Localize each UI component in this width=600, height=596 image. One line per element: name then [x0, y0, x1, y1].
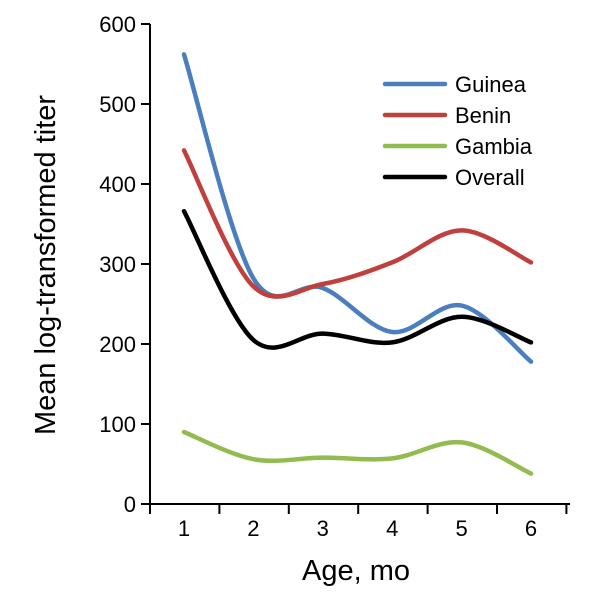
y-tick-label: 400: [99, 172, 136, 197]
series-line-overall: [181, 208, 534, 350]
y-tick-label: 0: [124, 492, 136, 517]
y-tick-label: 300: [99, 252, 136, 277]
x-tick-label: 1: [178, 516, 190, 541]
x-tick-label: 2: [247, 516, 259, 541]
legend-label-gambia: Gambia: [455, 134, 533, 159]
y-tick-label: 200: [99, 332, 136, 357]
axes: 0 100 200 300 400 500 600 1 2 3 4 5 6: [99, 12, 570, 541]
x-tick-label: 4: [386, 516, 398, 541]
series-line-benin: [181, 148, 534, 299]
legend-label-guinea: Guinea: [455, 72, 527, 97]
y-tick-label: 100: [99, 412, 136, 437]
x-tick-label: 5: [455, 516, 467, 541]
legend-label-benin: Benin: [455, 103, 511, 128]
y-tick-label: 600: [99, 12, 136, 37]
series-line-guinea: [181, 52, 534, 364]
legend: Guinea Benin Gambia Overall: [382, 72, 533, 190]
x-tick-label: 6: [525, 516, 537, 541]
series-layer: [181, 52, 534, 476]
x-tick-label: 3: [317, 516, 329, 541]
legend-label-overall: Overall: [455, 165, 525, 190]
y-axis-title: Mean log-transformed titer: [30, 95, 62, 435]
y-tick-label: 500: [99, 92, 136, 117]
x-axis-title: Age, mo: [302, 555, 410, 587]
series-line-gambia: [181, 429, 534, 476]
